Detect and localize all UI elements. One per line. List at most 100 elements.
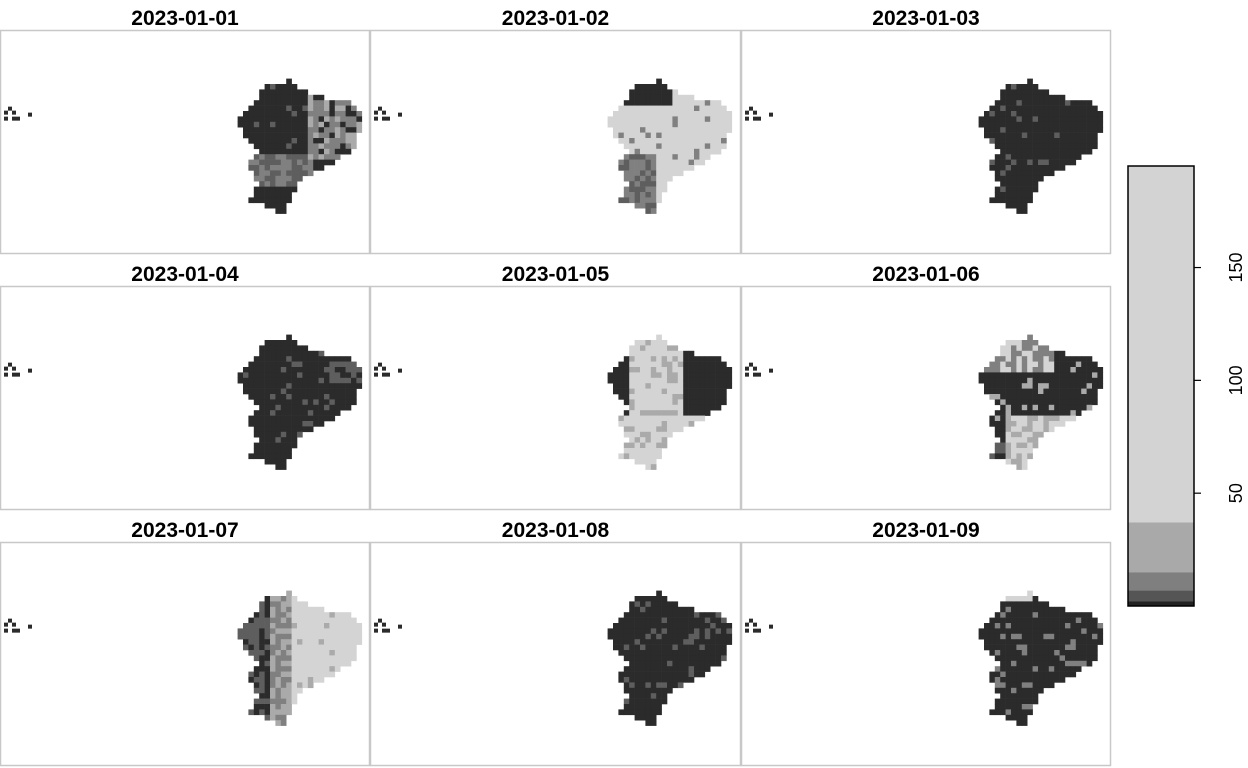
raster-cell xyxy=(629,154,635,160)
raster-cell xyxy=(1048,606,1055,613)
raster-cell xyxy=(618,628,625,635)
raster-cell xyxy=(672,612,679,618)
raster-cell xyxy=(629,606,635,613)
raster-cell xyxy=(270,399,276,406)
raster-cell xyxy=(1086,644,1093,651)
raster-cell xyxy=(1038,687,1044,694)
raster-cell xyxy=(984,372,990,379)
raster-cell xyxy=(634,94,641,101)
raster-cell xyxy=(351,399,357,406)
raster-cell xyxy=(677,159,684,166)
raster-cell xyxy=(683,666,689,672)
raster-cell xyxy=(307,399,314,406)
raster-cell xyxy=(297,175,303,182)
raster-cell xyxy=(1048,116,1055,123)
raster-cell xyxy=(313,633,319,640)
raster-cell xyxy=(661,356,668,362)
raster-cell xyxy=(291,94,298,101)
raster-cell xyxy=(1054,94,1060,101)
raster-cell xyxy=(1016,698,1023,705)
raster-cell xyxy=(650,720,657,726)
raster-cell xyxy=(1043,170,1050,177)
island-cell xyxy=(769,112,773,117)
raster-cell xyxy=(329,361,336,368)
raster-cell xyxy=(1086,655,1093,662)
raster-cell xyxy=(623,399,630,406)
raster-cell xyxy=(704,623,711,629)
raster-cell xyxy=(1054,361,1060,368)
raster-cell xyxy=(1016,415,1023,422)
raster-cell xyxy=(661,394,668,400)
island-cell xyxy=(374,622,378,627)
raster-cell xyxy=(1092,383,1098,389)
raster-cell xyxy=(1000,633,1006,640)
raster-cell xyxy=(270,660,276,667)
raster-cell xyxy=(275,709,282,716)
raster-cell xyxy=(672,350,679,357)
island-cell xyxy=(745,622,749,627)
raster-cell xyxy=(264,704,271,710)
raster-cell xyxy=(1005,116,1012,123)
raster-cell xyxy=(694,639,700,645)
raster-cell xyxy=(1000,666,1006,672)
island-cell xyxy=(745,366,749,371)
raster-cell xyxy=(618,453,625,460)
raster-cell xyxy=(1038,617,1044,624)
raster-cell xyxy=(1059,660,1066,667)
raster-cell xyxy=(324,105,330,112)
raster-cell xyxy=(253,623,260,629)
raster-cell xyxy=(286,698,292,705)
raster-cell xyxy=(629,448,635,454)
raster-cell xyxy=(1016,601,1023,608)
island-cells xyxy=(4,618,32,633)
raster-cell xyxy=(307,127,314,133)
raster-cell xyxy=(302,159,309,166)
raster-cell xyxy=(324,623,330,629)
raster-cell xyxy=(1038,367,1044,373)
facet-panel: 2023-01-03 xyxy=(740,7,1112,255)
raster-cell xyxy=(667,132,673,139)
raster-cell xyxy=(1021,202,1028,209)
raster-cell xyxy=(1032,596,1039,602)
raster-cell xyxy=(618,116,625,123)
raster-cell xyxy=(989,650,996,656)
raster-cell xyxy=(1065,154,1071,160)
raster-cell xyxy=(1048,388,1055,395)
raster-cell xyxy=(1048,154,1055,160)
raster-cell xyxy=(313,154,319,160)
raster-cell xyxy=(1016,394,1023,400)
raster-cell xyxy=(1032,426,1039,433)
raster-cell xyxy=(1043,426,1050,433)
raster-cell xyxy=(302,682,309,689)
raster-cell xyxy=(275,89,282,96)
raster-cell xyxy=(1016,639,1023,645)
raster-cell xyxy=(634,639,641,645)
raster-cell xyxy=(1005,394,1012,400)
raster-cell xyxy=(324,148,330,155)
raster-cell xyxy=(1043,421,1050,427)
raster-cell xyxy=(1032,159,1039,166)
raster-cell xyxy=(291,601,298,608)
raster-cell xyxy=(1016,442,1023,449)
raster-cell xyxy=(1027,394,1033,400)
raster-cell xyxy=(264,399,271,406)
raster-cell xyxy=(291,644,298,651)
raster-cell xyxy=(318,127,325,133)
raster-cell xyxy=(656,175,662,182)
raster-cell xyxy=(1005,687,1012,694)
raster-cell xyxy=(634,650,641,656)
raster-cell xyxy=(661,421,668,427)
raster-cell xyxy=(318,660,325,667)
raster-cell xyxy=(302,404,309,411)
raster-cell xyxy=(1011,192,1017,198)
island-cell xyxy=(757,372,761,377)
raster-cell xyxy=(1021,628,1028,635)
raster-cell xyxy=(1054,388,1060,395)
raster-cell xyxy=(291,181,298,187)
raster-cell xyxy=(645,89,652,96)
raster-cell xyxy=(623,421,630,427)
island-cell xyxy=(753,622,757,627)
raster-cell xyxy=(1065,361,1071,368)
raster-cell xyxy=(1000,175,1006,182)
raster-cell xyxy=(640,639,646,645)
